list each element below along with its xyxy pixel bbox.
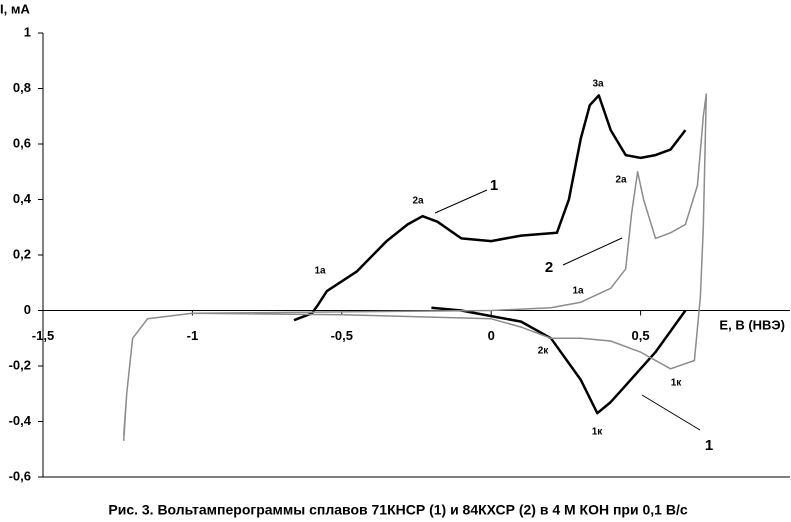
leader-line <box>562 237 623 266</box>
annotation: 2к <box>538 346 550 357</box>
annotation: 1к <box>671 378 683 389</box>
curve <box>293 94 687 415</box>
annotation: 2а <box>412 196 424 207</box>
y-tick-label: 0,2 <box>13 246 31 261</box>
annotation: 1 <box>490 177 498 194</box>
x-axis-label: E, В (НВЭ) <box>719 317 785 332</box>
annotation: 1к <box>592 427 604 438</box>
leader-line <box>434 189 488 214</box>
chart-title: Рис. 3. Вольтамперограммы сплавов 71КНСР… <box>108 502 687 518</box>
y-tick-label: 0,8 <box>13 80 31 95</box>
y-tick-label: 0,4 <box>13 191 32 206</box>
x-tick-label: 0,5 <box>632 328 650 343</box>
annotation: 1а <box>572 286 584 297</box>
y-tick-label: -0,4 <box>9 413 32 428</box>
y-tick-label: 1 <box>24 24 31 39</box>
curve <box>122 93 708 441</box>
annotation: 1а <box>314 266 326 277</box>
y-tick-label: 0,6 <box>13 135 31 150</box>
y-tick-label: 0 <box>24 302 31 317</box>
x-tick-label: 0 <box>488 328 495 343</box>
x-tick-label: -1,5 <box>32 328 54 343</box>
annotation: 2а <box>615 175 627 186</box>
x-tick-label: -0,5 <box>331 328 353 343</box>
y-tick-label: -0,2 <box>9 357 31 372</box>
leader-line <box>641 394 701 431</box>
y-axis-label: I, мА <box>0 1 30 16</box>
annotation: 2 <box>545 259 553 276</box>
x-tick-label: -1 <box>187 328 199 343</box>
annotation: 3а <box>592 79 604 90</box>
annotation: 1 <box>705 437 713 454</box>
y-tick-label: -0,6 <box>9 468 31 483</box>
